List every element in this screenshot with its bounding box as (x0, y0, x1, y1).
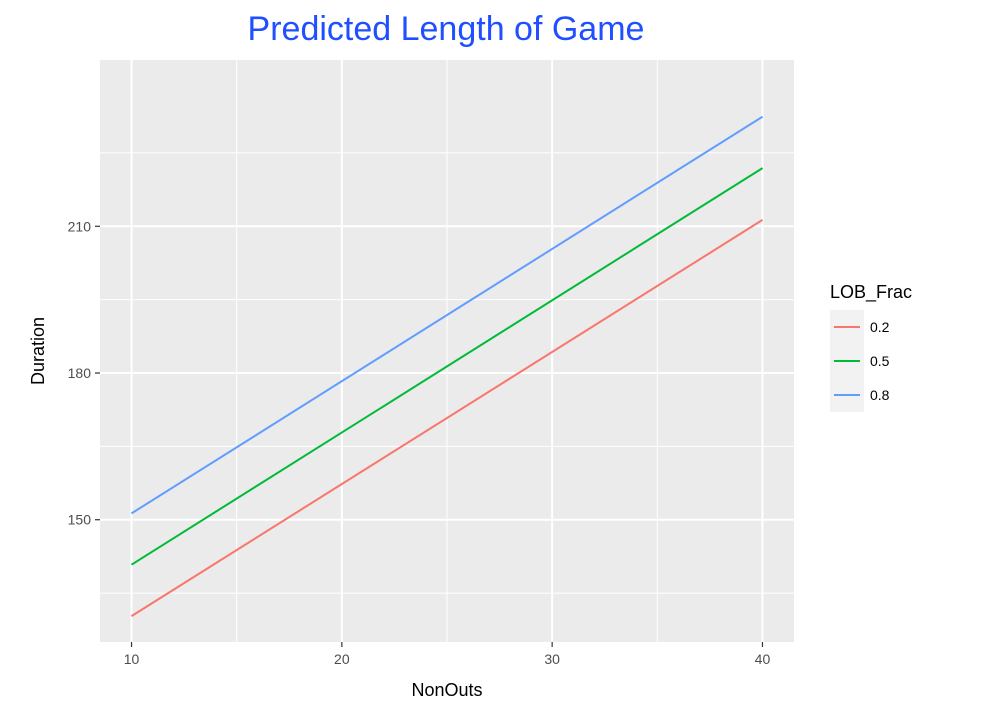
y-tick-label: 150 (68, 512, 92, 528)
series-line-0.8 (130, 115, 764, 515)
y-axis-label: Duration (28, 317, 48, 385)
minor-gridlines (100, 60, 794, 642)
legend-item-0.8: 0.8 (830, 378, 890, 412)
series-line-0.5 (130, 167, 764, 566)
chart-title: Predicted Length of Game (248, 10, 645, 48)
y-tick-label: 180 (68, 365, 92, 381)
legend: LOB_Frac 0.2 0.5 0.8 (830, 282, 912, 412)
x-tick-label: 40 (755, 651, 771, 667)
series-line-0.2 (130, 219, 764, 617)
legend-label: 0.5 (870, 353, 890, 369)
legend-label: 0.2 (870, 319, 890, 335)
y-tick-label: 210 (68, 218, 92, 234)
x-tick-label: 20 (334, 651, 350, 667)
x-axis: 10 20 30 40 (124, 642, 771, 667)
x-axis-label: NonOuts (411, 680, 482, 700)
legend-item-0.5: 0.5 (830, 344, 890, 378)
x-tick-label: 10 (124, 651, 140, 667)
y-axis: 150 180 210 (68, 218, 100, 528)
legend-label: 0.8 (870, 387, 890, 403)
legend-items: 0.2 0.5 0.8 (830, 310, 890, 412)
legend-item-0.2: 0.2 (830, 310, 890, 344)
series-lines (130, 115, 764, 617)
x-tick-label: 30 (544, 651, 560, 667)
legend-title: LOB_Frac (830, 282, 912, 303)
